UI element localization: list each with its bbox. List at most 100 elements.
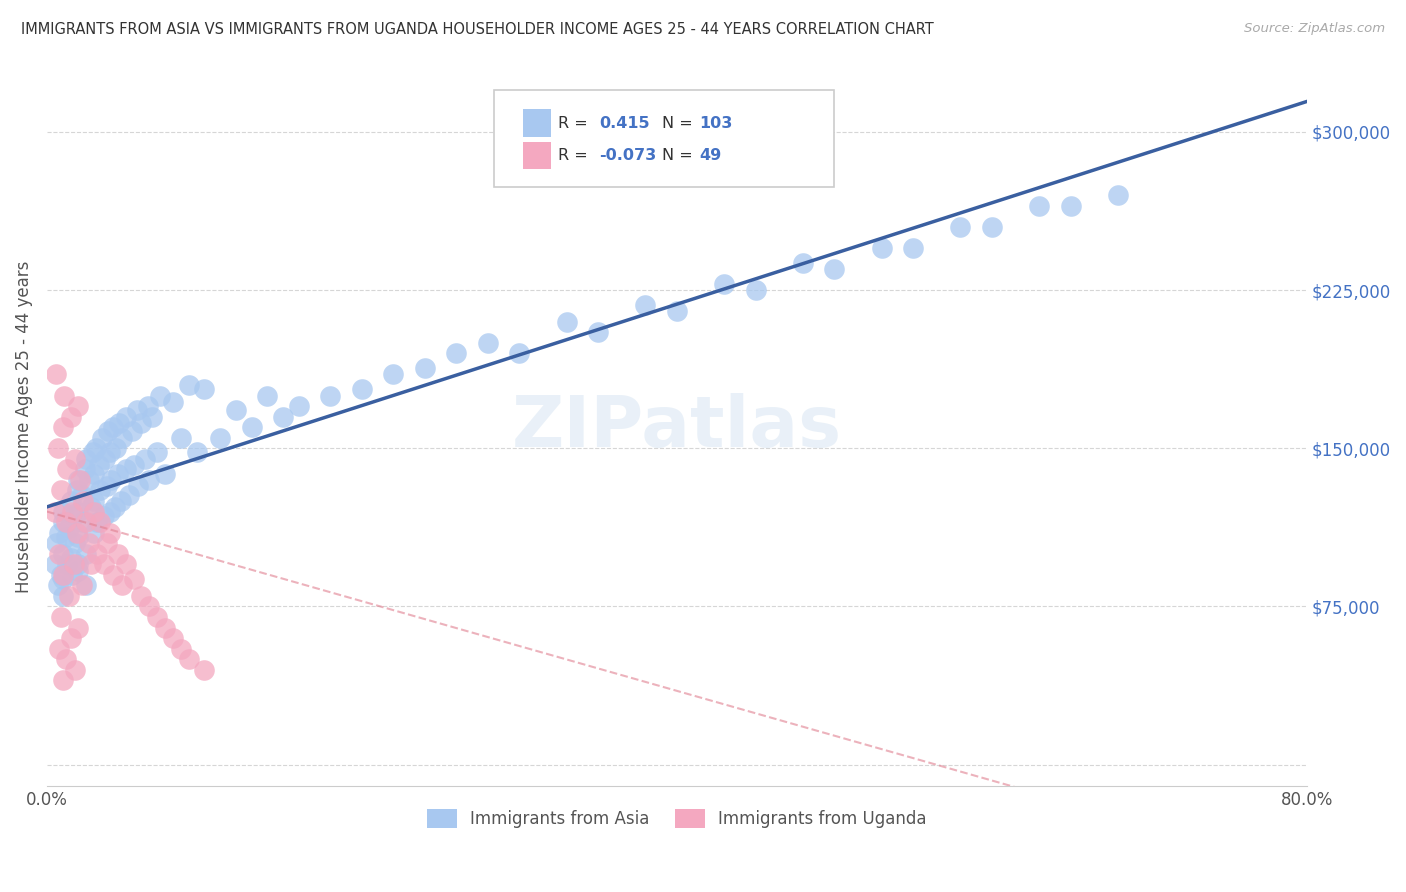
Point [193,663,215,677]
Point [350,382,373,396]
Point [111,431,134,445]
Point [60,504,83,518]
Text: 49: 49 [700,148,721,163]
Bar [523,110,551,136]
Point [141,409,163,424]
Point [288,399,311,413]
Point [107,547,129,561]
Point [75,451,97,466]
Point [107,467,129,481]
Point [75,515,97,529]
Point [508,346,530,360]
Point [48,641,70,656]
Point [121,425,143,439]
Point [96,479,118,493]
Point [949,219,972,234]
Point [96,536,118,550]
Point [634,298,657,312]
Point [56,462,79,476]
Point [55,515,77,529]
Point [67,564,90,578]
Point [98,504,121,518]
Point [83,494,105,508]
Point [271,409,294,424]
Point [52,504,75,518]
Point [149,388,172,402]
Point [79,536,101,550]
Text: N =: N = [662,148,693,163]
Point [131,416,153,430]
Point [59,409,82,424]
Point [52,567,75,582]
Point [69,473,91,487]
Point [52,673,75,688]
Point [118,488,141,502]
Point [870,241,893,255]
Point [67,473,90,487]
Point [59,551,82,566]
Point [104,500,127,515]
Point [240,420,263,434]
Point [73,462,96,476]
Point [86,515,108,529]
Text: 0.415: 0.415 [599,116,650,130]
Point [136,399,159,413]
Point [65,536,87,550]
Point [83,504,105,518]
Point [59,494,82,508]
Point [477,335,499,350]
Point [80,500,103,515]
Point [52,547,75,561]
Point [105,442,128,456]
Text: ZIPatlas: ZIPatlas [512,392,842,462]
Point [75,547,97,561]
Point [901,241,924,255]
Point [114,409,136,424]
Point [665,304,688,318]
Point [114,558,136,572]
Point [446,346,468,360]
Point [49,483,72,498]
Point [80,558,103,572]
Point [138,599,160,614]
Point [93,508,115,523]
Point [83,525,105,540]
Point [138,473,160,487]
Point [177,378,200,392]
Point [59,631,82,645]
Point [111,578,134,592]
Point [46,442,69,456]
Point [225,403,247,417]
Bar [523,142,551,169]
Point [48,525,70,540]
Point [319,388,342,402]
Point [53,388,76,402]
Point [67,504,90,518]
Text: 103: 103 [700,116,733,130]
Point [52,420,75,434]
Point [209,431,232,445]
Text: IMMIGRANTS FROM ASIA VS IMMIGRANTS FROM UGANDA HOUSEHOLDER INCOME AGES 25 - 44 Y: IMMIGRANTS FROM ASIA VS IMMIGRANTS FROM … [21,22,934,37]
Point [382,368,405,382]
Point [170,641,193,656]
Point [101,567,124,582]
Point [84,442,107,456]
Point [79,473,101,487]
Point [114,462,136,476]
Point [101,420,124,434]
Point [82,445,104,459]
Point [153,621,176,635]
Point [980,219,1002,234]
Point [713,277,735,291]
Point [58,521,80,535]
Point [153,467,176,481]
Point [134,451,156,466]
Point [62,558,84,572]
Point [66,483,89,498]
Point [162,631,184,645]
Point [62,508,84,523]
Point [744,283,766,297]
Point [97,425,120,439]
Point [122,458,145,472]
Point [52,515,75,529]
